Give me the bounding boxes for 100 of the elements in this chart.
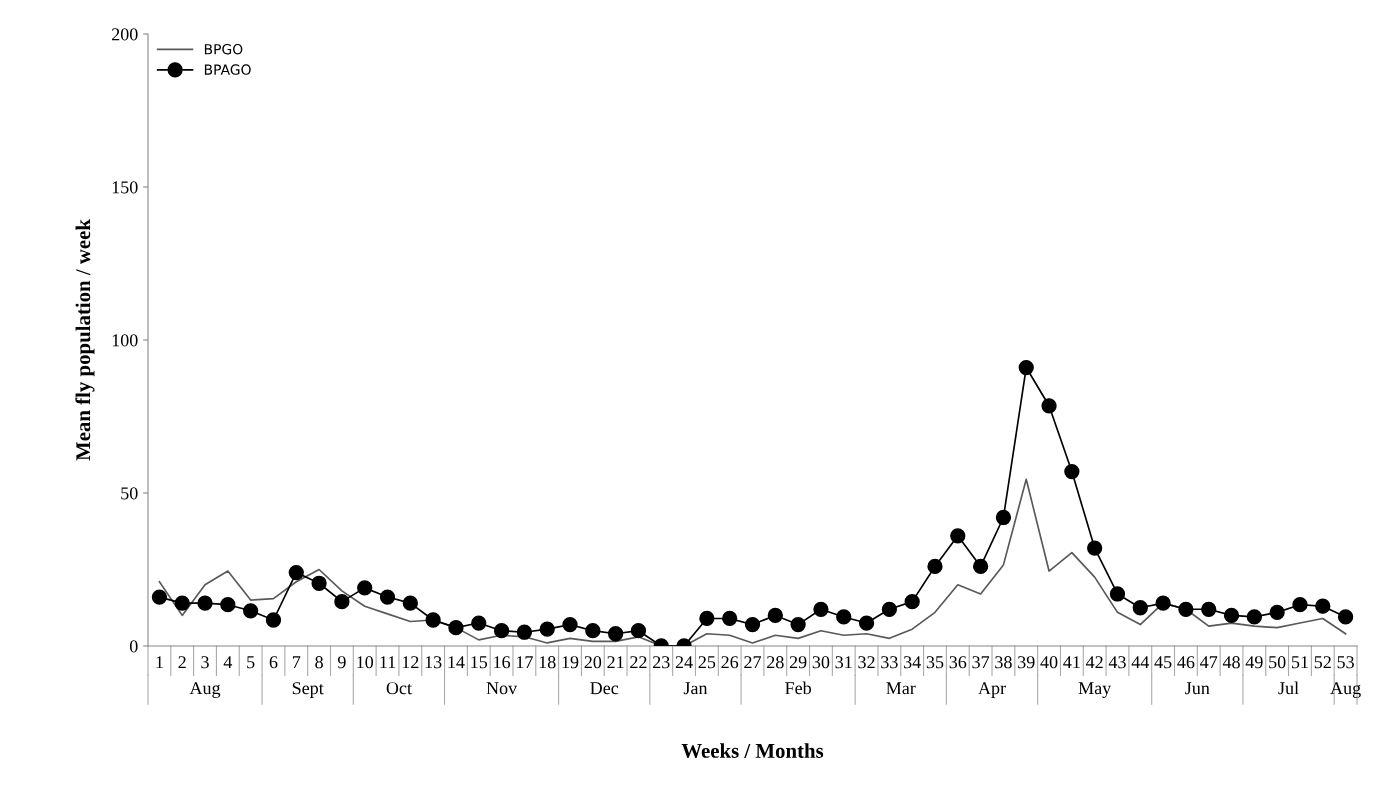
- x-tick-label: 1: [156, 656, 163, 669]
- x-tick-label: 45: [1154, 656, 1172, 669]
- point: [1018, 359, 1034, 376]
- x-tick-label: 30: [812, 656, 830, 669]
- point: [1109, 586, 1126, 602]
- point: [539, 621, 555, 637]
- point: [585, 623, 601, 639]
- point: [836, 609, 852, 625]
- point: [288, 564, 304, 581]
- text: Jan: [683, 682, 708, 695]
- x-tick-label: 23: [653, 656, 670, 669]
- x-tick-label: 38: [995, 656, 1012, 669]
- x-tick-label: 7: [292, 656, 301, 669]
- text: Oct: [386, 682, 412, 695]
- text: Aug: [189, 682, 221, 698]
- point: [334, 593, 350, 610]
- point: [243, 603, 259, 619]
- x-tick-label: 2: [178, 656, 186, 669]
- x-tick-label: 46: [1177, 656, 1195, 669]
- x-tick-label: 29: [789, 656, 807, 669]
- point: [1315, 598, 1331, 614]
- point: [425, 612, 441, 628]
- point: [1246, 609, 1262, 625]
- point: [904, 593, 920, 610]
- text: Apr: [978, 682, 1006, 698]
- text: Dec: [590, 682, 619, 695]
- text: Mar: [886, 682, 916, 695]
- point: [174, 595, 190, 611]
- point: [197, 595, 213, 611]
- x-tick-label: 36: [949, 656, 967, 669]
- point: [858, 615, 875, 631]
- point: [699, 610, 715, 627]
- point: [493, 623, 510, 639]
- x-axis-title: Weeks / Months: [681, 743, 824, 758]
- text: Jun: [1185, 682, 1210, 695]
- x-tick-label: 5: [247, 656, 255, 669]
- text: Sept: [292, 682, 324, 698]
- x-tick-label: 42: [1085, 656, 1103, 669]
- point: [1223, 607, 1240, 624]
- point: [448, 620, 464, 636]
- x-tick-label: 18: [539, 656, 556, 669]
- point: [767, 607, 783, 624]
- point: [881, 601, 898, 617]
- x-tick-label: 32: [858, 656, 875, 669]
- legend-label: BPGO: [204, 43, 243, 55]
- x-tick-label: 14: [448, 656, 465, 669]
- x-tick-label: 20: [584, 656, 602, 669]
- x-tick-label: 10: [357, 656, 374, 669]
- x-tick-label: 39: [1018, 656, 1035, 669]
- text: May: [1078, 682, 1112, 698]
- point: [972, 558, 989, 575]
- point: [516, 624, 533, 640]
- point: [813, 601, 829, 617]
- x-tick-label: 24: [675, 656, 693, 669]
- point: [1269, 604, 1285, 620]
- point: [471, 615, 487, 631]
- x-tick-label: 47: [1200, 656, 1218, 669]
- x-tick-label: 6: [269, 656, 278, 669]
- x-tick-label: 28: [767, 656, 784, 669]
- point: [357, 580, 373, 596]
- y-tick-label: 0: [129, 640, 138, 653]
- x-tick-label: 31: [835, 656, 852, 669]
- x-tick-label: 40: [1040, 656, 1058, 669]
- x-tick-label: 19: [562, 656, 579, 669]
- x-tick-label: 13: [425, 656, 442, 669]
- point: [151, 589, 168, 605]
- x-tick-label: 22: [630, 656, 647, 669]
- point: [722, 610, 738, 627]
- x-tick-label: 26: [721, 656, 739, 669]
- x-tick-label: 51: [1291, 656, 1308, 669]
- x-tick-label: 12: [402, 656, 419, 669]
- point: [402, 595, 418, 611]
- point: [790, 616, 806, 633]
- x-tick-label: 11: [380, 656, 396, 669]
- x-tick-label: 8: [315, 656, 323, 669]
- text: Nov: [486, 682, 518, 695]
- x-tick-label: 37: [972, 656, 990, 669]
- point: [1064, 463, 1080, 480]
- point: [744, 616, 761, 633]
- x-tick-label: 4: [223, 656, 233, 669]
- x-tick-label: 33: [881, 656, 898, 669]
- point: [950, 528, 966, 544]
- x-tick-label: 15: [471, 656, 488, 669]
- x-tick-label: 35: [926, 656, 944, 669]
- point: [379, 589, 396, 605]
- x-tick-label: 25: [698, 656, 716, 669]
- point: [1178, 601, 1194, 617]
- y-axis-title: Mean fly population / week: [75, 219, 95, 461]
- y-tick-label: 150: [112, 181, 138, 194]
- x-tick-label: 43: [1108, 656, 1126, 669]
- x-tick-label: 53: [1337, 656, 1354, 669]
- x-tick-label: 17: [516, 656, 533, 669]
- x-tick-label: 9: [337, 656, 346, 669]
- point: [1041, 398, 1057, 414]
- text: Feb: [785, 681, 811, 695]
- text: Aug: [1330, 682, 1361, 698]
- x-tick-label: 34: [904, 656, 921, 669]
- point: [607, 626, 624, 642]
- y-tick-label: 50: [121, 487, 138, 500]
- x-tick-label: 49: [1245, 656, 1263, 669]
